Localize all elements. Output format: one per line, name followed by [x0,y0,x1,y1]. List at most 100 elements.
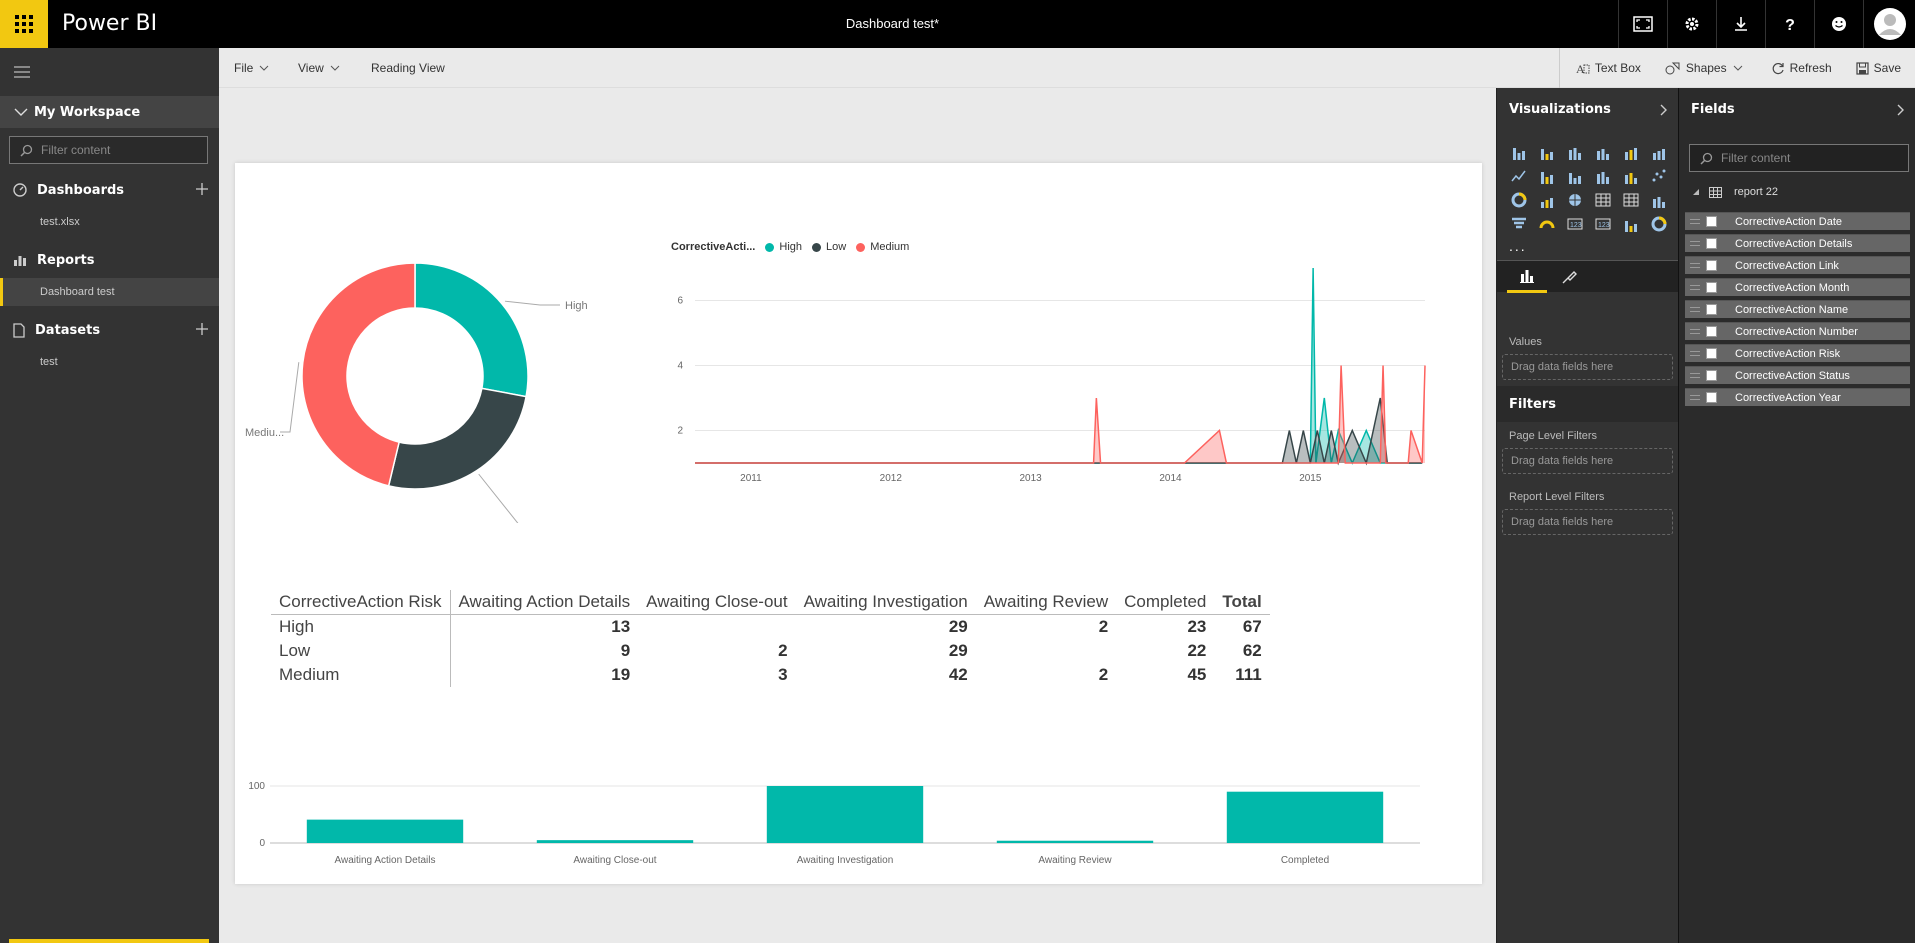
map-visual-icon[interactable] [1561,188,1589,212]
feedback-button[interactable] [1814,0,1863,48]
donut-chart[interactable]: HighLowMediu... [235,223,595,523]
sidebar-filter-input[interactable]: Filter content [9,136,208,164]
drag-grip-icon[interactable] [1690,351,1700,356]
column-header[interactable]: CorrectiveAction Risk [271,590,451,615]
drag-grip-icon[interactable] [1690,285,1700,290]
matrix-visual-icon[interactable] [1617,188,1645,212]
line-series-low[interactable] [695,397,1423,466]
bar[interactable] [766,786,924,843]
area-series-low[interactable] [695,398,1423,463]
line-visual-icon[interactable] [1505,164,1533,188]
scatter-visual-icon[interactable] [1645,164,1673,188]
account-button[interactable] [1863,0,1915,48]
field-checkbox[interactable] [1706,370,1717,381]
add-dataset-icon[interactable] [195,322,209,336]
donut-slice-low[interactable] [387,387,527,490]
refresh-button[interactable]: Refresh [1772,61,1832,75]
status-matrix-table[interactable]: CorrectiveAction Risk Awaiting Action De… [271,590,1270,687]
bar[interactable] [996,840,1154,843]
drag-grip-icon[interactable] [1690,373,1700,378]
field-item[interactable]: CorrectiveAction Risk [1685,344,1910,362]
more-visuals-button[interactable]: ... [1509,238,1527,254]
field-item[interactable]: CorrectiveAction Month [1685,278,1910,296]
column-header[interactable]: Total [1214,590,1270,615]
sidebar-section-dashboards[interactable]: Dashboards [0,176,219,204]
multirow-card-visual-icon[interactable]: 123 [1589,212,1617,236]
drag-grip-icon[interactable] [1690,329,1700,334]
sidebar-item-dashboard-test[interactable]: Dashboard test [0,278,219,306]
sidebar-section-reports[interactable]: Reports [0,246,219,274]
field-item[interactable]: CorrectiveAction Details [1685,234,1910,252]
legend-item-low[interactable]: Low [812,241,846,253]
brand-name[interactable]: Power BI [62,11,158,36]
field-table-report-22[interactable]: report 22 [1693,186,1778,198]
settings-button[interactable] [1667,0,1716,48]
clustered-column-visual-icon[interactable] [1589,140,1617,164]
bar-chart[interactable]: 0 100 Awaiting Action Details Awaiting Clos… [235,768,1482,878]
sidebar-section-datasets[interactable]: Datasets [0,316,219,344]
table-visual-icon[interactable] [1589,188,1617,212]
field-checkbox[interactable] [1706,216,1717,227]
ribbon-visual-icon[interactable] [1617,164,1645,188]
field-item[interactable]: CorrectiveAction Link [1685,256,1910,274]
fullscreen-button[interactable] [1618,0,1667,48]
values-drop-zone[interactable]: Drag data fields here [1502,354,1673,380]
column-header[interactable]: Completed [1116,590,1215,615]
field-item[interactable]: CorrectiveAction Date [1685,212,1910,230]
fields-filter-input[interactable]: Filter content [1689,144,1909,172]
drag-grip-icon[interactable] [1690,307,1700,312]
download-button[interactable] [1716,0,1765,48]
drag-grip-icon[interactable] [1690,241,1700,246]
column-header[interactable]: Awaiting Review [975,590,1117,615]
help-button[interactable]: ? [1765,0,1814,48]
clustered-bar-visual-icon[interactable] [1561,140,1589,164]
column-header[interactable]: Awaiting Investigation [795,590,976,615]
treemap-visual-icon[interactable] [1533,188,1561,212]
workspace-header[interactable]: My Workspace [0,96,219,128]
get-data-bar[interactable] [9,939,209,943]
slicer-visual-icon[interactable] [1617,212,1645,236]
pie-visual-icon[interactable] [1505,188,1533,212]
column-header[interactable]: Awaiting Close-out [638,590,796,615]
field-item[interactable]: CorrectiveAction Year [1685,388,1910,406]
field-checkbox[interactable] [1706,260,1717,271]
donut-slice-high[interactable] [414,262,529,398]
chevron-right-icon[interactable] [1897,104,1905,116]
bar[interactable] [306,819,464,843]
legend-item-high[interactable]: High [765,241,802,253]
100-bar-visual-icon[interactable] [1617,140,1645,164]
field-checkbox[interactable] [1706,326,1717,337]
sidebar-item-test-xlsx[interactable]: test.xlsx [40,216,80,228]
area-visual-icon[interactable] [1533,164,1561,188]
donut-slice-medium[interactable] [301,262,416,487]
text-box-button[interactable]: A Text Box [1576,61,1641,75]
report-filters-drop-zone[interactable]: Drag data fields here [1502,509,1673,535]
area-chart[interactable]: 2 4 6 2011 2012 2013 2014 2015 [655,258,1455,488]
drag-grip-icon[interactable] [1690,219,1700,224]
field-checkbox[interactable] [1706,348,1717,359]
waterfall-visual-icon[interactable] [1645,188,1673,212]
stacked-area-visual-icon[interactable] [1561,164,1589,188]
field-checkbox[interactable] [1706,282,1717,293]
drag-grip-icon[interactable] [1690,395,1700,400]
field-checkbox[interactable] [1706,392,1717,403]
file-menu[interactable]: File [234,61,269,75]
format-tab[interactable] [1549,261,1589,293]
view-menu[interactable]: View [298,61,340,75]
funnel-visual-icon[interactable] [1505,212,1533,236]
donut-visual-icon[interactable] [1645,212,1673,236]
column-header[interactable]: Awaiting Action Details [450,590,639,615]
field-item[interactable]: CorrectiveAction Status [1685,366,1910,384]
field-item[interactable]: CorrectiveAction Number [1685,322,1910,340]
nav-toggle-button[interactable] [14,66,30,78]
field-item[interactable]: CorrectiveAction Name [1685,300,1910,318]
fields-tab[interactable] [1507,261,1547,293]
line-column-visual-icon[interactable] [1589,164,1617,188]
gauge-visual-icon[interactable] [1533,212,1561,236]
page-filters-drop-zone[interactable]: Drag data fields here [1502,448,1673,474]
field-checkbox[interactable] [1706,238,1717,249]
sidebar-item-test[interactable]: test [40,356,58,368]
add-dashboard-icon[interactable] [195,182,209,196]
drag-grip-icon[interactable] [1690,263,1700,268]
